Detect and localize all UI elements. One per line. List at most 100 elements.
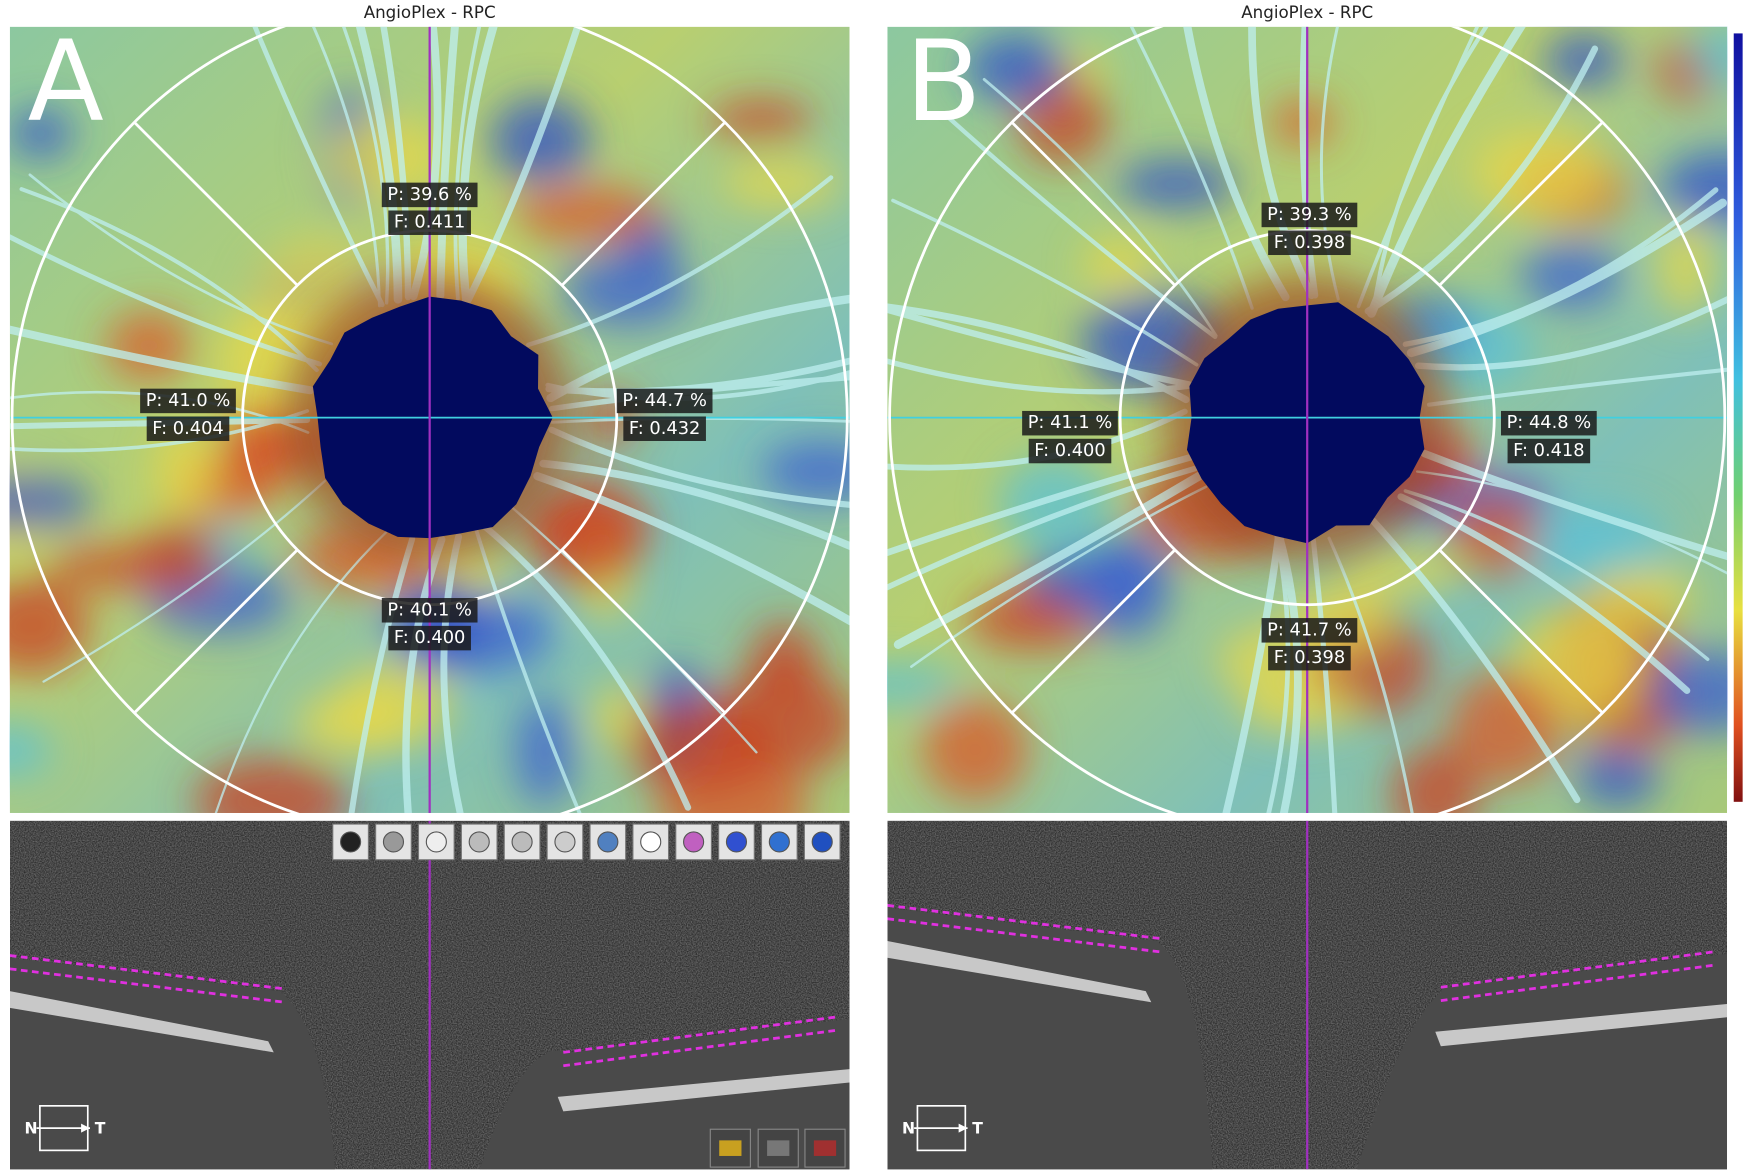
blob: [1116, 159, 1237, 210]
blob: [1575, 751, 1660, 807]
blob: [193, 756, 350, 813]
vessel: [1183, 26, 1290, 302]
blob: [708, 99, 814, 140]
tissue-right-band: [1435, 1003, 1728, 1047]
sector-label: P: 40.1 %: [387, 599, 472, 620]
arrow-head: [958, 1123, 968, 1133]
orientation-t: T: [972, 1120, 983, 1138]
blob: [562, 253, 692, 327]
toolbar-icon: [640, 831, 662, 853]
label-background: [1028, 438, 1112, 464]
tissue-right-band: [557, 1069, 850, 1112]
tissue-left: [887, 907, 1213, 1170]
blob: [515, 696, 574, 807]
vessel: [1275, 532, 1302, 813]
vessel: [1266, 533, 1291, 813]
blob: [1689, 26, 1728, 89]
tissue-left-band: [887, 941, 1152, 1003]
blob: [139, 519, 220, 596]
segmentation-line: [887, 904, 1163, 941]
disc-hole: [1186, 302, 1425, 544]
sector-label: F: 0.398: [1274, 232, 1345, 253]
panel: AngioPlex - RPC A P: 39.6 % F: 0.411 P: 41.0…: [9, 2, 850, 1170]
vessel: [440, 533, 464, 813]
blob: [9, 577, 89, 675]
blob: [9, 474, 94, 530]
vessel: [458, 26, 498, 305]
label-background: [1507, 438, 1591, 464]
sector-line: [560, 121, 726, 287]
vessel: [1319, 26, 1340, 301]
orientation-n: N: [902, 1120, 915, 1138]
vessel: [1327, 536, 1414, 813]
orientation-t: T: [95, 1120, 106, 1138]
segmentation-line: [1440, 963, 1717, 1002]
toolbar-icon: [767, 1140, 790, 1156]
sector-label: F: 0.432: [629, 418, 700, 439]
bscan-image: [9, 820, 850, 1170]
sector-label: F: 0.404: [152, 418, 223, 439]
vessel: [341, 26, 390, 305]
blob: [720, 158, 842, 209]
sector-line: [1438, 548, 1604, 714]
label-background: [1022, 410, 1118, 436]
blob: [1448, 669, 1563, 786]
blob: [1392, 745, 1479, 813]
vessel: [311, 26, 382, 308]
toolbar-icon: [468, 831, 490, 853]
outer-ring: [888, 26, 1727, 813]
orientation-n: N: [24, 1120, 37, 1138]
sector-label: F: 0.400: [1034, 440, 1105, 461]
label-background: [388, 625, 471, 651]
toolbar: [332, 823, 846, 1168]
label-background: [1261, 202, 1358, 228]
toolbar-icon: [719, 1140, 742, 1156]
segmentation-line: [9, 954, 286, 991]
sector-line: [1010, 548, 1176, 714]
blob: [1341, 549, 1466, 593]
label-background: [623, 416, 706, 441]
toolbar-button[interactable]: [632, 823, 670, 861]
label-background: [1500, 410, 1597, 436]
arrow-head: [81, 1123, 90, 1133]
blob: [1656, 219, 1716, 317]
bscan-image: [887, 820, 1728, 1170]
vessel: [409, 26, 442, 301]
label-background: [381, 598, 478, 623]
blob: [922, 697, 1029, 802]
segmentation-line: [563, 1015, 839, 1054]
segmentation-line: [563, 1028, 839, 1068]
blob: [9, 722, 53, 779]
panel-letter: A: [28, 18, 104, 147]
blob: [761, 440, 850, 502]
angio-image: [9, 26, 850, 813]
vessel: [1310, 537, 1338, 813]
sector-label: F: 0.411: [394, 212, 465, 233]
sector-label: F: 0.398: [1274, 647, 1345, 668]
sector-label: F: 0.400: [394, 627, 465, 648]
blob: [887, 662, 961, 706]
outer-ring: [10, 26, 849, 813]
tissue-left-band: [9, 991, 274, 1053]
sector-line: [133, 548, 299, 714]
toolbar-icon: [382, 831, 405, 853]
toolbar-icon: [597, 831, 619, 853]
label-background: [388, 210, 471, 235]
blob: [1083, 237, 1152, 294]
color-scale: [1733, 33, 1743, 802]
vessel: [1248, 26, 1316, 300]
sector-label: P: 41.1 %: [1028, 412, 1113, 433]
label-background: [1261, 618, 1358, 643]
sector-label: P: 44.7 %: [622, 390, 707, 411]
toolbar-icon: [725, 831, 748, 853]
toolbar-icon: [811, 831, 833, 853]
vessel: [453, 26, 482, 301]
vessel: [380, 26, 412, 301]
vessel: [464, 26, 582, 305]
toolbar-button[interactable]: [803, 823, 841, 861]
vessel: [1222, 533, 1283, 813]
sector-label: P: 39.6 %: [387, 184, 472, 205]
vessel: [348, 535, 416, 813]
sector-line: [560, 548, 726, 714]
